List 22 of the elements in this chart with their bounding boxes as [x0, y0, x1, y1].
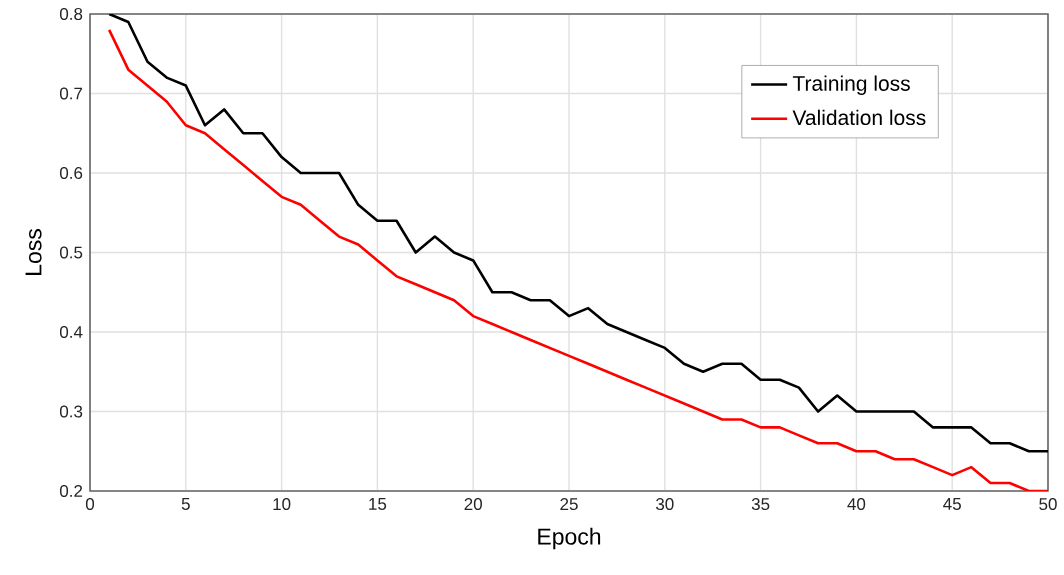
x-tick-label: 10 [273, 498, 291, 511]
y-tick-label: 0.6 [59, 167, 83, 180]
y-tick-label: 0.7 [59, 87, 83, 100]
x-tick-label: 20 [464, 498, 482, 511]
y-tick-label: 0.4 [59, 326, 83, 339]
y-axis-title: Loss [25, 229, 42, 275]
x-tick-label: 15 [369, 498, 387, 510]
x-tick-label: 25 [560, 498, 578, 511]
x-tick-label: 5 [181, 498, 190, 510]
x-tick-label: 30 [656, 498, 674, 511]
y-tick-label: 0.5 [59, 246, 83, 259]
legend-label: Validation loss [792, 109, 926, 126]
x-tick-label: 40 [847, 498, 866, 511]
x-tick-label: 45 [943, 498, 961, 510]
y-tick-label: 0.8 [59, 8, 83, 21]
x-tick-label: 35 [751, 498, 770, 511]
y-tick-label: 0.3 [59, 405, 83, 418]
legend-label: Training loss [792, 75, 910, 96]
y-tick-label: 0.2 [59, 485, 83, 498]
x-axis-title: Epoch [538, 527, 601, 550]
x-tick-label: 50 [1039, 498, 1057, 511]
x-tick-label: 0 [85, 498, 95, 511]
